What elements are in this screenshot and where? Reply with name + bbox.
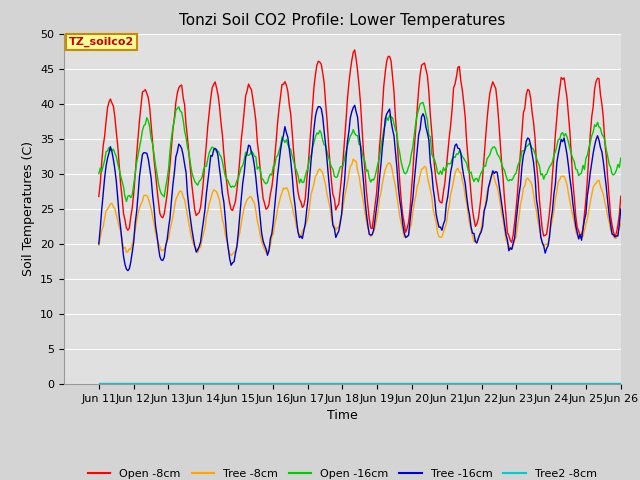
Y-axis label: Soil Temperatures (C): Soil Temperatures (C): [22, 141, 35, 276]
Title: Tonzi Soil CO2 Profile: Lower Temperatures: Tonzi Soil CO2 Profile: Lower Temperatur…: [179, 13, 506, 28]
Text: TZ_soilco2: TZ_soilco2: [69, 37, 134, 48]
Legend: Open -8cm, Tree -8cm, Open -16cm, Tree -16cm, Tree2 -8cm: Open -8cm, Tree -8cm, Open -16cm, Tree -…: [84, 465, 601, 480]
X-axis label: Time: Time: [327, 409, 358, 422]
